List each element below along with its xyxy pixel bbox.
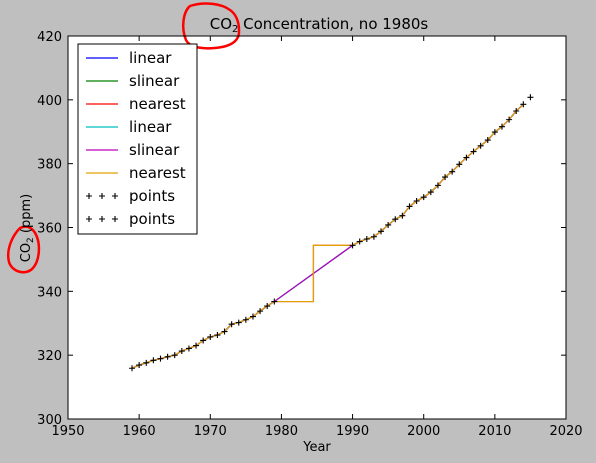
legend-marker xyxy=(99,216,105,222)
data-point-marker xyxy=(271,298,278,305)
data-point-marker xyxy=(200,337,207,344)
y-axis-label: CO2 (ppm) xyxy=(19,194,36,263)
data-point-marker xyxy=(136,362,143,369)
data-point-marker xyxy=(185,345,192,352)
legend-entry-2: slinear xyxy=(86,72,180,90)
legend-label: slinear xyxy=(129,141,180,159)
legend-entry-8: points xyxy=(86,210,175,228)
data-point-marker xyxy=(506,116,513,123)
y-tick-label: 380 xyxy=(37,158,62,173)
x-tick-label: 1960 xyxy=(123,424,156,439)
data-point-marker xyxy=(171,352,178,359)
x-tick-label: 2000 xyxy=(407,424,440,439)
legend-label: points xyxy=(129,187,175,205)
data-point-marker xyxy=(157,355,164,362)
data-point-marker xyxy=(214,332,221,339)
data-point-marker xyxy=(363,235,370,242)
data-point-marker xyxy=(484,137,491,144)
data-point-marker xyxy=(420,194,427,201)
data-layer xyxy=(129,94,534,372)
legend-entry-6: nearest xyxy=(86,164,186,182)
y-tick-label: 420 xyxy=(37,30,62,45)
legend-entry-5: slinear xyxy=(86,141,180,159)
x-tick-label: 2010 xyxy=(478,424,511,439)
legend-marker xyxy=(86,216,92,222)
data-point-marker xyxy=(392,216,399,223)
legend-marker xyxy=(112,216,118,222)
y-tick-label: 320 xyxy=(37,349,62,364)
data-point-marker xyxy=(221,328,228,335)
data-point-marker xyxy=(249,313,256,320)
legend-marker xyxy=(112,193,118,199)
data-point-marker xyxy=(449,168,456,175)
data-point-marker xyxy=(242,316,249,323)
data-point-marker xyxy=(143,359,150,366)
data-point-marker xyxy=(193,342,200,349)
legend: linear slinear nearest linear slinear nearest… xyxy=(77,43,198,235)
legend-marker xyxy=(86,193,92,199)
y-tick-label: 360 xyxy=(37,222,62,237)
axes-layer: 1950 1960 1970 1980 1990 2000 2010 2020 300 320 34… xyxy=(37,30,582,439)
data-point-marker xyxy=(264,303,271,310)
data-point-marker xyxy=(164,353,171,360)
data-point-marker xyxy=(378,228,385,235)
legend-label: nearest xyxy=(129,164,186,182)
x-tick-label: 2020 xyxy=(549,424,582,439)
legend-entry-4: linear xyxy=(86,118,172,136)
legend-entry-7: points xyxy=(86,187,175,205)
data-point-marker xyxy=(527,94,534,101)
legend-label: linear xyxy=(129,49,172,67)
data-point-marker xyxy=(463,154,470,161)
data-point-marker xyxy=(349,242,356,249)
data-point-marker xyxy=(385,221,392,228)
data-point-marker xyxy=(178,348,185,355)
data-point-marker xyxy=(442,174,449,181)
legend-label: points xyxy=(129,210,175,228)
y-tick-label: 300 xyxy=(37,413,62,428)
data-point-marker xyxy=(491,129,498,136)
y-tick-label: 400 xyxy=(37,94,62,109)
data-point-marker xyxy=(370,233,377,240)
annotation-circle-title xyxy=(181,2,241,50)
data-point-marker xyxy=(235,319,242,326)
x-tick-label: 1980 xyxy=(265,424,298,439)
data-point-marker xyxy=(498,123,505,130)
legend-entry-1: linear xyxy=(86,49,172,67)
x-tick-label: 1990 xyxy=(336,424,369,439)
data-point-marker xyxy=(129,365,136,372)
data-point-marker xyxy=(399,212,406,219)
data-point-marker xyxy=(456,161,463,168)
data-point-marker xyxy=(477,142,484,149)
data-point-marker xyxy=(150,357,157,364)
legend-box xyxy=(77,43,198,235)
data-point-marker xyxy=(228,321,235,328)
legend-label: linear xyxy=(129,118,172,136)
chart-title: CO2 Concentration, no 1980s xyxy=(210,15,429,35)
legend-entry-3: nearest xyxy=(86,95,186,113)
legend-marker xyxy=(99,193,105,199)
legend-label: slinear xyxy=(129,72,180,90)
data-point-marker xyxy=(413,198,420,205)
data-point-marker xyxy=(356,238,363,245)
x-tick-label: 1950 xyxy=(51,424,84,439)
data-point-marker xyxy=(520,101,527,108)
y-tick-label: 340 xyxy=(37,285,62,300)
data-point-marker xyxy=(406,203,413,210)
data-point-marker xyxy=(513,108,520,115)
annotation-circle-ylabel xyxy=(7,225,41,274)
legend-label: nearest xyxy=(129,95,186,113)
x-axis-label: Year xyxy=(302,440,331,455)
data-point-marker xyxy=(427,189,434,196)
data-point-marker xyxy=(434,182,441,189)
data-point-marker xyxy=(207,333,214,340)
x-tick-label: 1970 xyxy=(194,424,227,439)
data-point-marker xyxy=(257,308,264,315)
data-point-marker xyxy=(470,148,477,155)
